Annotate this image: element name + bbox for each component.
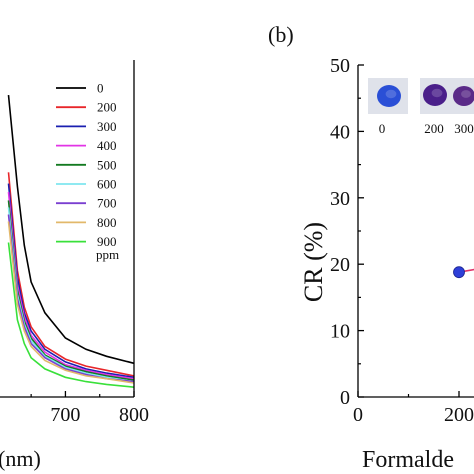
panel-b-y-tick-40: 40 [330,121,350,143]
panel-b-inset-label-0: 0 [379,121,386,136]
panel-a-series-lines [7,95,135,388]
panel-b-data-point [453,266,465,279]
panel-a-legend-label-300: 300 [97,119,117,134]
panel-b-label: (b) [268,22,294,47]
panel-b-inset-well [453,86,474,106]
panel-b-y-axis-label: CR (%) [299,222,328,302]
panel-a-legend-label-200: 200 [97,100,117,115]
panel-b-inset-well [423,84,447,106]
panel-a-series-line-600 [7,207,135,383]
panel-a-spectra-chart: 700 800 (nm) 0 200 300 400 500 600 700 800 900 p… [0,60,149,471]
panel-b-inset-photos: 0 200 300 [368,78,474,136]
panel-b-x-ticks: 0 200 [353,391,474,426]
panel-a-x-tick-700: 700 [50,404,80,426]
panel-b-y-tick-50: 50 [330,55,350,77]
panel-a-legend-label-0: 0 [97,81,104,96]
panel-a-series-line-400 [7,191,135,380]
panel-a-legend-label-400: 400 [97,138,117,153]
panel-b-cr-chart: (b) 0 10 20 30 40 50 0 200 CR (%) Formalde 0 20… [268,22,474,473]
panel-b-inset-well-highlight [431,88,443,98]
panel-a-series-line-800 [7,221,135,384]
panel-a-series-line-300 [7,183,135,379]
panel-a-legend-unit: ppm [96,247,119,262]
panel-b-y-tick-10: 10 [330,321,350,343]
panel-a-series-line-200 [7,172,135,377]
panel-b-inset-well-highlight [385,89,397,99]
panel-b-x-tick-0: 0 [353,404,363,426]
panel-b-x-tick-200: 200 [444,404,474,426]
panel-a-legend-label-600: 600 [97,177,117,192]
panel-a-series-line-900 [7,242,135,388]
panel-b-inset-label-300: 300 [454,121,474,136]
panel-a-legend-label-500: 500 [97,157,117,172]
panel-b-inset-well [377,85,401,107]
panel-a-x-axis-label: (nm) [0,446,41,471]
panel-a-legend-label-800: 800 [97,215,117,230]
panel-b-inset-well-highlight [461,90,471,98]
panel-b-data [453,266,474,279]
panel-b-inset-label-200: 200 [424,121,444,136]
panel-b-y-tick-30: 30 [330,188,350,210]
panel-a-x-tick-800: 800 [119,404,149,426]
panel-b-y-tick-20: 20 [330,254,350,276]
panel-a-legend: 0 200 300 400 500 600 700 800 900 [56,81,117,249]
panel-a-legend-label-900: 900 [97,234,117,249]
panel-a-legend-label-700: 700 [97,196,117,211]
panel-a-x-ticks [30,391,135,397]
panel-a-series-line-500 [7,200,135,381]
panel-b-y-tick-0: 0 [340,387,350,409]
panel-b-y-ticks: 0 10 20 30 40 50 [330,55,364,409]
panel-b-x-axis-label: Formalde [362,447,454,473]
panel-a-series-line-0 [7,95,135,365]
